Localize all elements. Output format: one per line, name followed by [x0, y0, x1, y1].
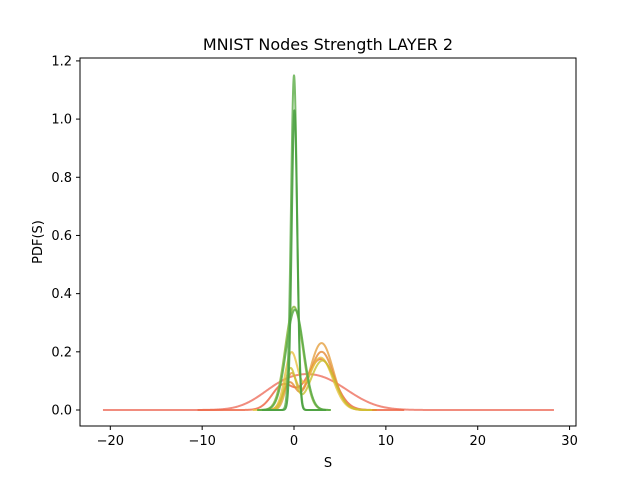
x-tick-label: −10: [188, 434, 215, 449]
series-line-1: [102, 373, 555, 411]
y-tick-label: 0.4: [51, 287, 72, 302]
plot-frame: [79, 57, 577, 427]
x-tick-label: 30: [561, 434, 578, 449]
chart-title: MNIST Nodes Strength LAYER 2: [203, 35, 453, 54]
y-tick-label: 0.6: [51, 229, 72, 244]
y-tick-label: 0.0: [51, 404, 72, 419]
series-line-6: [256, 359, 373, 411]
x-tick-label: 20: [469, 434, 486, 449]
y-tick-label: 1.0: [51, 113, 72, 128]
series-layer: [102, 74, 555, 411]
y-axis-label: PDF(S): [31, 220, 46, 264]
y-tick-label: 0.2: [51, 345, 72, 360]
y-tick-label: 0.8: [51, 171, 72, 186]
x-tick-label: 10: [378, 434, 395, 449]
y-tick-label: 1.2: [51, 54, 72, 69]
x-tick-label: 0: [290, 434, 298, 449]
x-tick-label: −20: [97, 434, 124, 449]
series-line-8: [256, 308, 332, 411]
x-axis: −20 −10 0 10 20 30: [97, 426, 578, 449]
x-axis-label: S: [324, 456, 332, 471]
y-axis: 0.0 0.2 0.4 0.6 0.8 1.0 1.2: [51, 54, 80, 419]
series-line-10: [260, 109, 328, 411]
